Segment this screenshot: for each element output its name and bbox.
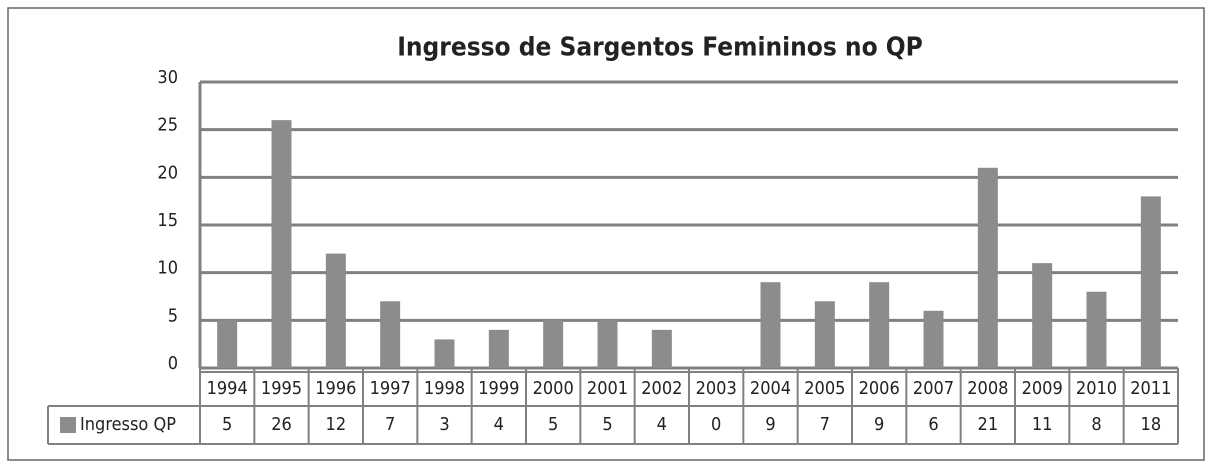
data-table-value: 6 (928, 414, 938, 435)
x-tick-label: 2009 (1022, 378, 1063, 399)
bar (977, 167, 998, 368)
data-table-value: 11 (1032, 414, 1053, 435)
y-tick-label: 15 (157, 210, 178, 231)
y-tick-label: 25 (157, 115, 178, 136)
data-table-value: 5 (548, 414, 558, 435)
bar (760, 282, 781, 368)
data-table-value: 4 (657, 414, 667, 435)
x-tick-label: 2006 (859, 378, 900, 399)
bar (869, 282, 890, 368)
data-table-value: 7 (820, 414, 830, 435)
data-table-value: 0 (711, 414, 721, 435)
x-tick-label: 1998 (424, 378, 465, 399)
y-tick-label: 30 (157, 67, 178, 88)
x-tick-label: 1999 (478, 378, 519, 399)
bar (1086, 291, 1107, 368)
data-table-value: 4 (494, 414, 504, 435)
data-table-value: 21 (978, 414, 999, 435)
bar (434, 339, 455, 368)
x-tick-label: 2004 (750, 378, 791, 399)
x-tick-label: 1997 (370, 378, 411, 399)
bar (217, 320, 238, 368)
data-table-value: 3 (439, 414, 449, 435)
bar (380, 301, 401, 368)
bar (325, 253, 346, 368)
data-table-value: 9 (874, 414, 884, 435)
x-tick-label: 1996 (315, 378, 356, 399)
data-table-value: 12 (326, 414, 347, 435)
legend-label: Ingresso QP (80, 414, 176, 435)
x-tick-label: 2007 (913, 378, 954, 399)
bar (814, 301, 835, 368)
x-tick-label: 1994 (207, 378, 248, 399)
data-table-value: 9 (765, 414, 775, 435)
x-tick-label: 2001 (587, 378, 628, 399)
data-table-value: 5 (602, 414, 612, 435)
data-table-value: 26 (271, 414, 292, 435)
x-tick-label: 2002 (641, 378, 682, 399)
y-tick-label: 10 (157, 258, 178, 279)
data-table-value: 18 (1141, 414, 1162, 435)
y-tick-label: 20 (157, 162, 178, 183)
y-tick-label: 5 (168, 305, 178, 326)
x-tick-label: 2008 (967, 378, 1008, 399)
x-tick-label: 2010 (1076, 378, 1117, 399)
bar (1032, 263, 1053, 368)
x-tick-label: 2000 (533, 378, 574, 399)
data-table-value: 7 (385, 414, 395, 435)
x-tick-label: 2003 (696, 378, 737, 399)
bar (923, 310, 944, 368)
bar (597, 320, 618, 368)
bar (543, 320, 564, 368)
legend-key (60, 417, 76, 433)
bar (651, 329, 672, 368)
bar (1140, 196, 1161, 368)
bar (271, 120, 292, 368)
data-table-value: 8 (1091, 414, 1101, 435)
x-tick-label: 1995 (261, 378, 302, 399)
x-tick-label: 2005 (804, 378, 845, 399)
x-tick-label: 2011 (1130, 378, 1171, 399)
chart-title: Ingresso de Sargentos Femininos no QP (397, 33, 923, 63)
bar (488, 329, 509, 368)
y-tick-label: 0 (168, 353, 178, 374)
data-table-value: 5 (222, 414, 232, 435)
